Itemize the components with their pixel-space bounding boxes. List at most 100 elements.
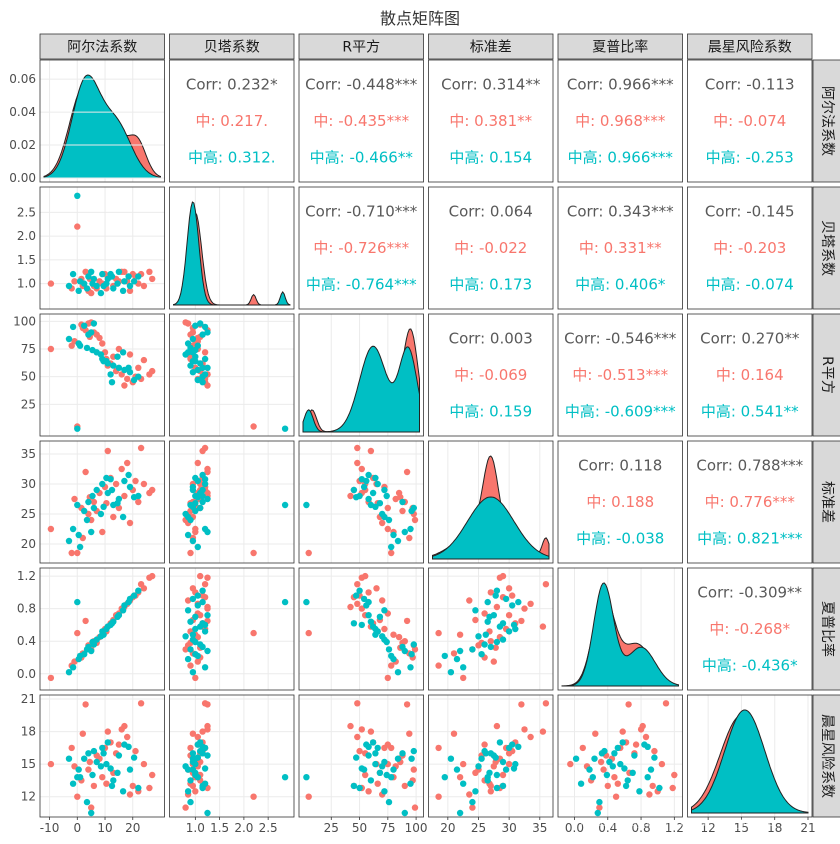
scatter-point [305,549,312,557]
scatter-point [187,549,194,557]
scatter-point [88,268,95,275]
scatter-point [403,617,411,625]
scatter-point [100,358,107,365]
scatter-point [407,664,414,671]
scatter-point [372,760,379,768]
scatter-point [354,700,361,707]
scatter-point [135,587,142,594]
x-tick-label: 0 [73,821,81,835]
column-strip [169,33,295,60]
scatter-point [399,507,406,515]
x-tick-label: 15 [734,821,749,835]
scatter-point [184,655,192,663]
scatter-point [475,633,482,640]
scatter-point [567,760,574,768]
scatter-point [115,364,123,371]
scatter-point [110,362,117,369]
scatter-point [114,280,121,287]
scatter-point [146,268,153,275]
scatter-point [647,766,655,773]
x-tick-label: 10 [97,821,112,835]
scatter-point [124,733,131,741]
scatter-point [194,592,201,599]
scatter-point [369,489,377,497]
scatter-point [192,528,199,536]
scatter-point [515,743,522,750]
row-strip [812,567,840,691]
scatter-point [184,788,192,795]
scatter-point [192,769,199,776]
scatter-point [367,618,375,625]
scatter-point [201,628,209,635]
scatter-point [453,655,461,663]
scatter-point [189,631,197,638]
scatter-point [367,777,375,784]
y-tick-label: 0.8 [17,602,36,616]
scatter-point [192,474,199,482]
row-strip-label: 晨星风险系数 [819,714,835,798]
scatter-point [93,331,100,338]
scatter-point [381,607,388,614]
scatter-point [478,651,485,658]
scatter-point [621,765,628,772]
scatter-point [69,525,77,533]
scatter-point [100,503,107,510]
scatter-point [192,674,199,682]
correlation-group-1: 中: -0.726*** [313,239,409,257]
y-tick-label: 0.06 [9,72,36,86]
scatter-point [450,650,458,657]
correlation-overall: Corr: -0.309** [697,583,802,601]
correlation-group-2: 中高: 0.541** [701,403,799,421]
y-tick-label: 1.2 [17,569,36,583]
scatter-point [487,638,494,645]
scatter-point [303,774,310,781]
scatter-point [388,549,395,557]
x-tick-label: 100 [405,821,428,835]
scatter-point [197,572,204,580]
correlation-overall: Corr: 0.118 [578,456,662,474]
scatter-point [86,758,94,766]
scatter-point [469,798,476,806]
scatter-point [199,592,206,599]
panel-border [169,313,295,437]
scatter-point [104,739,112,746]
scatter-point [365,589,372,596]
scatter-point [250,423,257,430]
scatter-point [399,498,406,506]
scatter-point [388,543,395,551]
scatter-point [350,486,358,494]
panel-background [687,187,812,309]
scatter-point [199,379,206,386]
scatter-point [492,592,499,599]
scatter-point [99,744,106,752]
scatter-point [460,780,467,787]
scatter-point [358,726,365,733]
correlation-group-2: 中高: -0.436* [702,657,798,675]
panel-border [687,313,813,437]
scatter-point [192,322,199,329]
scatter-point [397,494,404,501]
scatter-point [435,662,442,669]
y-tick-label: 25 [21,397,36,411]
correlation-overall: Corr: -0.113 [705,75,795,93]
scatter-point [358,605,365,612]
scatter-point [140,356,148,364]
y-tick-label: 50 [21,370,36,384]
scatter-point [656,784,663,792]
scatter-point [403,468,411,476]
scatter-point [372,503,379,510]
scatter-point [90,275,98,283]
scatter-point [466,791,473,798]
scatter-point [65,669,73,676]
scatter-point [354,733,361,741]
panel-background [428,60,553,182]
panel-background [299,187,424,309]
scatter-point [509,741,516,748]
scatter-point [114,769,121,776]
scatter-point [596,804,603,811]
panel-border [298,59,424,183]
scatter-point [481,610,488,617]
correlation-group-2: 中高: 0.406* [575,276,666,294]
scatter-point [194,741,201,748]
scatter-point [135,784,142,792]
